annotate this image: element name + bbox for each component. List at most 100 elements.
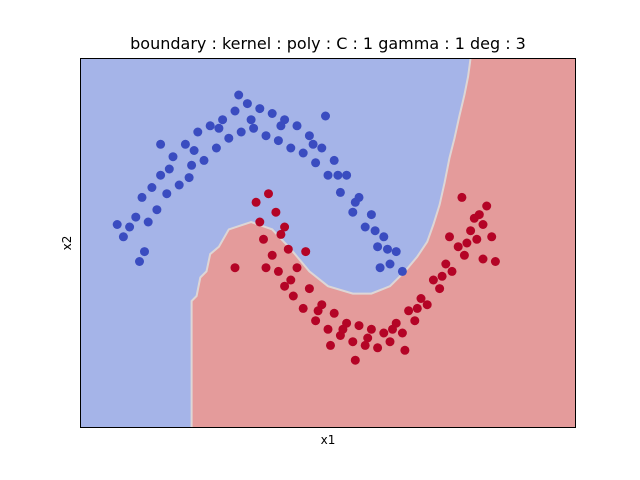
class-1-point bbox=[276, 229, 286, 239]
class-0-point bbox=[156, 170, 166, 180]
class-0-point bbox=[152, 205, 162, 215]
class-1-point bbox=[478, 220, 488, 229]
class-0-point bbox=[329, 155, 339, 165]
class-1-point bbox=[261, 263, 271, 273]
class-0-point bbox=[214, 123, 224, 133]
decision-boundary-line bbox=[190, 58, 472, 428]
class-1-point bbox=[459, 250, 469, 260]
class-1-point bbox=[445, 232, 454, 242]
class-0-point bbox=[118, 232, 128, 242]
class-1-point bbox=[251, 197, 261, 207]
class-1-point bbox=[354, 321, 364, 331]
class-1-point bbox=[412, 303, 422, 313]
class-0-point bbox=[246, 115, 256, 125]
class-0-point bbox=[211, 143, 221, 153]
class-0-point bbox=[348, 207, 358, 217]
class-1-point bbox=[360, 340, 370, 350]
class-0-point bbox=[273, 136, 283, 146]
class-0-point bbox=[308, 139, 318, 149]
class-0-point bbox=[137, 192, 147, 202]
class-0-point bbox=[162, 189, 172, 199]
class-1-point bbox=[379, 328, 389, 338]
class-1-point bbox=[404, 306, 414, 316]
class-1-point bbox=[472, 234, 482, 244]
class-0-point bbox=[311, 158, 321, 168]
class-0-point bbox=[168, 152, 178, 162]
class-1-point bbox=[267, 250, 277, 260]
class-1-point bbox=[313, 306, 323, 316]
class-1-region bbox=[191, 58, 576, 428]
class-0-point bbox=[333, 170, 343, 180]
class-1-point bbox=[298, 303, 308, 313]
class-1-point bbox=[323, 324, 333, 334]
class-1-point bbox=[416, 294, 426, 303]
class-0-point bbox=[375, 263, 385, 273]
class-0-point bbox=[199, 155, 209, 165]
class-1-point bbox=[388, 324, 397, 334]
class-0-point bbox=[174, 180, 184, 190]
class-1-point bbox=[292, 263, 302, 273]
class-1-point bbox=[457, 192, 467, 202]
class-0-point bbox=[184, 173, 194, 183]
class-1-point bbox=[466, 226, 476, 236]
class-1-point bbox=[280, 222, 290, 232]
class-0-point bbox=[224, 133, 234, 143]
class-1-point bbox=[373, 343, 383, 353]
class-0-point bbox=[342, 170, 352, 180]
class-0-point bbox=[261, 131, 271, 141]
class-1-point bbox=[259, 234, 268, 244]
class-1-point bbox=[441, 259, 451, 269]
class-1-point bbox=[273, 266, 283, 276]
class-0-point bbox=[131, 212, 141, 222]
class-0-point bbox=[242, 99, 252, 109]
class-0-point bbox=[156, 139, 166, 149]
class-0-point bbox=[218, 115, 228, 125]
class-0-point bbox=[164, 164, 174, 174]
class-0-point bbox=[360, 222, 370, 232]
class-1-point bbox=[255, 217, 265, 227]
x-axis-label: x1 bbox=[321, 433, 336, 447]
chart-title: boundary : kernel : poly : C : 1 gamma :… bbox=[130, 34, 526, 53]
class-1-point bbox=[280, 281, 290, 291]
class-1-point bbox=[311, 316, 321, 326]
class-1-point bbox=[301, 247, 311, 257]
y-axis-label: x2 bbox=[60, 236, 74, 251]
class-0-point bbox=[140, 247, 149, 257]
class-0-point bbox=[112, 220, 122, 229]
class-1-point bbox=[469, 213, 479, 223]
class-0-point bbox=[286, 143, 296, 153]
class-1-point bbox=[363, 333, 373, 343]
class-1-point bbox=[428, 275, 438, 285]
class-0-point bbox=[335, 187, 345, 197]
class-0-point bbox=[373, 242, 383, 252]
class-1-point bbox=[264, 189, 273, 199]
class-0-point bbox=[383, 244, 392, 254]
class-0-point bbox=[125, 222, 135, 232]
class-1-point bbox=[487, 232, 497, 242]
class-1-point bbox=[437, 271, 447, 281]
class-0-point bbox=[236, 127, 246, 137]
class-0-point bbox=[189, 146, 199, 155]
class-1-point bbox=[490, 257, 500, 266]
class-1-point bbox=[397, 328, 407, 338]
class-1-point bbox=[453, 242, 463, 252]
class-1-point bbox=[271, 207, 281, 217]
class-1-point bbox=[348, 337, 358, 347]
class-0-point bbox=[397, 266, 407, 276]
class-1-point bbox=[400, 345, 410, 355]
class-0-point bbox=[379, 232, 389, 242]
class-1-point bbox=[385, 337, 395, 347]
class-0-point bbox=[391, 247, 401, 257]
class-1-point bbox=[350, 355, 360, 365]
class-0-point bbox=[385, 259, 395, 269]
class-0-point bbox=[135, 257, 144, 266]
class-0-point bbox=[147, 183, 157, 192]
class-0-point bbox=[180, 139, 190, 149]
class-1-point bbox=[329, 308, 339, 318]
class-0-point bbox=[249, 123, 259, 133]
class-0-point bbox=[193, 127, 203, 137]
class-0-point bbox=[255, 104, 265, 114]
class-1-point bbox=[462, 238, 472, 248]
class-0-point bbox=[370, 226, 380, 236]
